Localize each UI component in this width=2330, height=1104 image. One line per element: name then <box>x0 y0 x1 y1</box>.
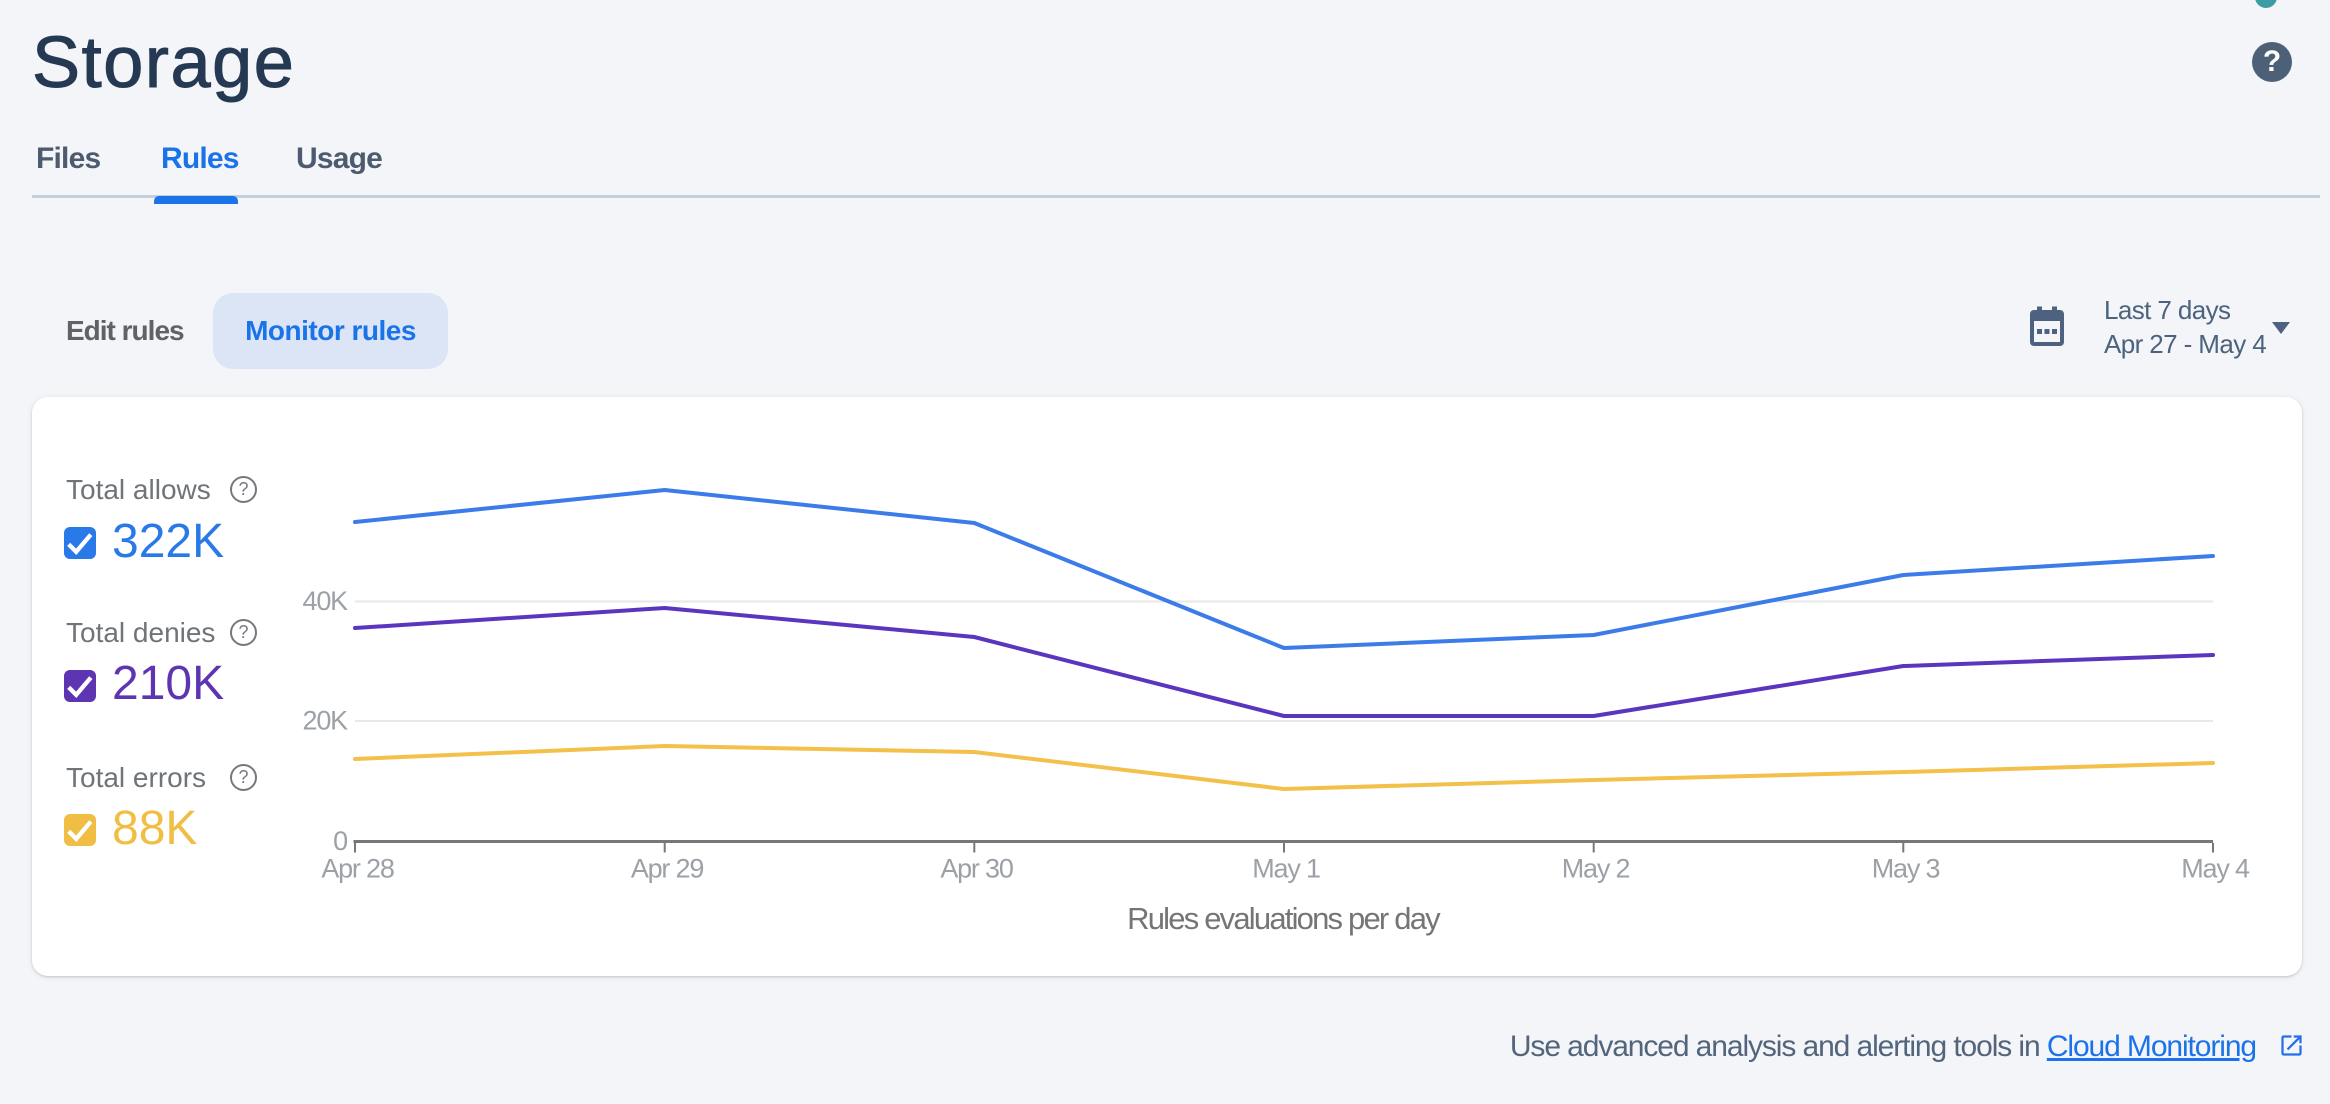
svg-text:Apr 30: Apr 30 <box>940 854 1013 884</box>
svg-text:Apr 29: Apr 29 <box>631 854 704 884</box>
svg-text:0: 0 <box>333 826 347 856</box>
svg-text:Rules evaluations per day: Rules evaluations per day <box>1127 901 1441 936</box>
svg-text:20K: 20K <box>303 706 349 736</box>
svg-text:40K: 40K <box>303 586 349 616</box>
svg-text:Apr 28: Apr 28 <box>321 854 394 884</box>
svg-text:May 2: May 2 <box>1562 854 1630 884</box>
svg-text:May 1: May 1 <box>1252 854 1320 884</box>
svg-text:May 4: May 4 <box>2181 854 2250 884</box>
svg-text:May 3: May 3 <box>1872 854 1940 884</box>
